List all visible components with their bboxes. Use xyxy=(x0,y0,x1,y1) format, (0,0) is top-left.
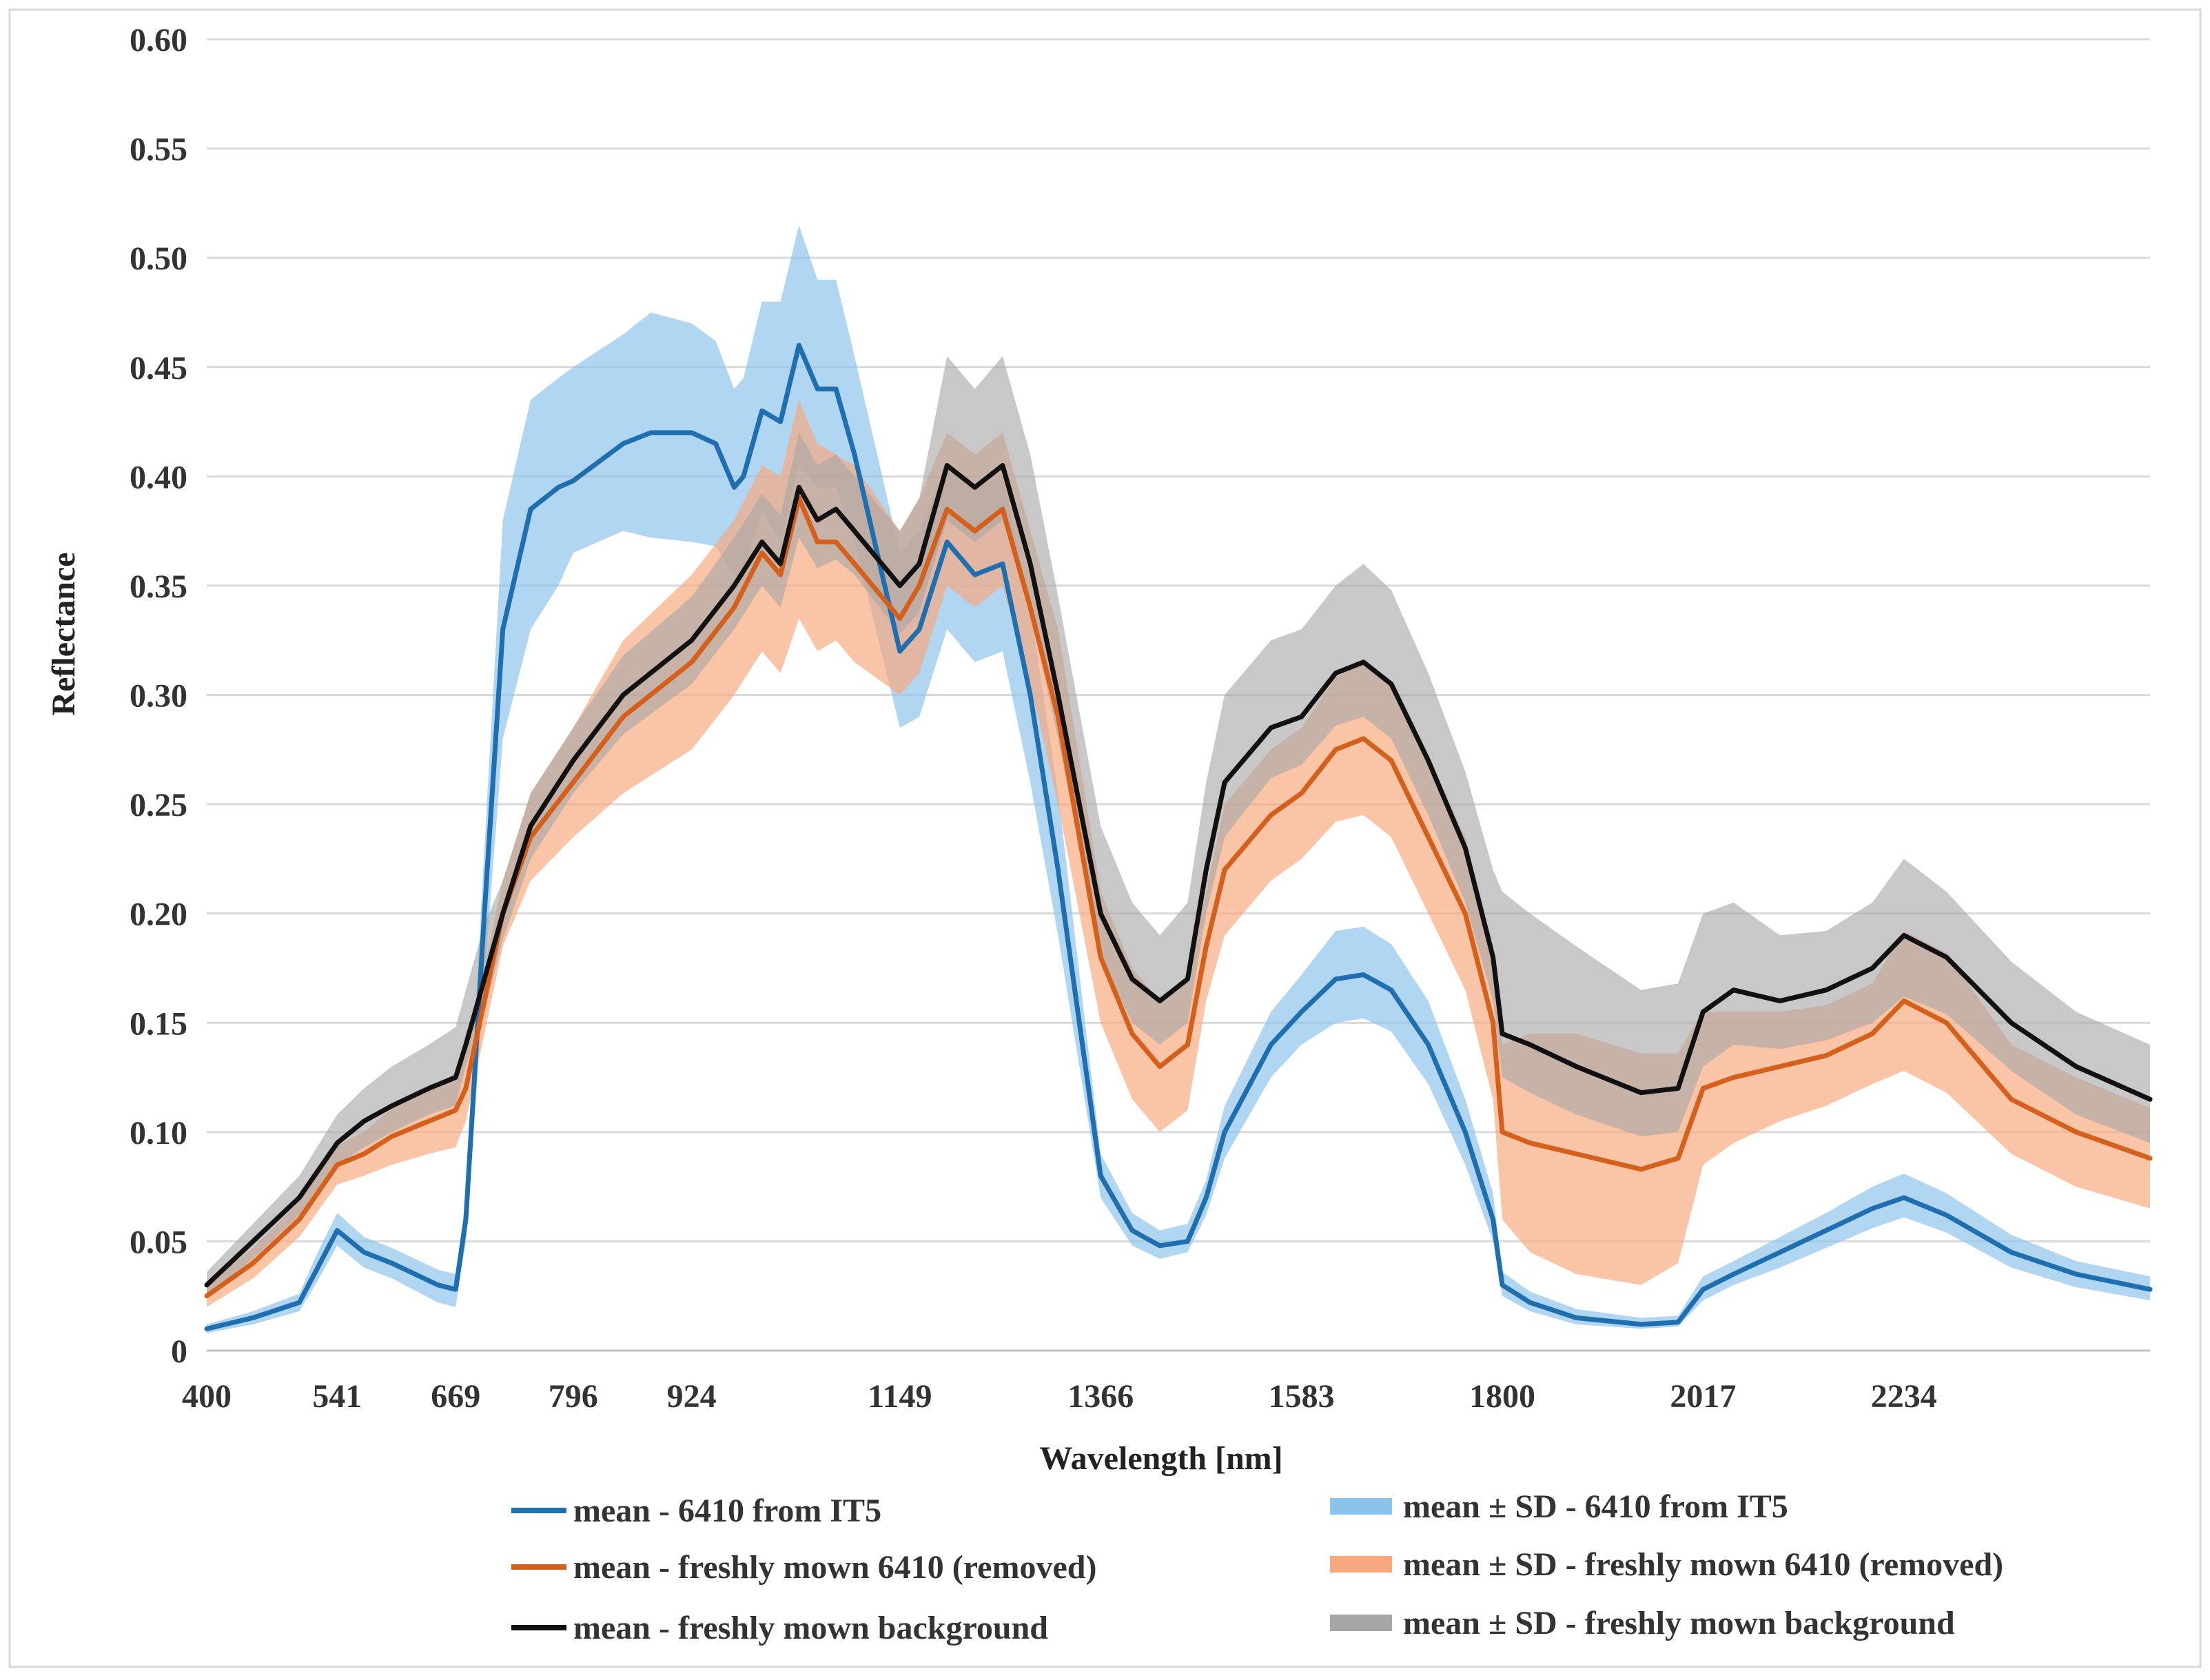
x-tick-label: 541 xyxy=(312,1378,362,1415)
y-axis-label: Reflectance xyxy=(45,552,82,715)
legend-label-line-0: mean - 6410 from IT5 xyxy=(573,1493,881,1529)
legend: mean - 6410 from IT5 mean ± SD - 6410 fr… xyxy=(511,1488,2003,1646)
x-tick-label: 1800 xyxy=(1469,1378,1535,1415)
legend-label-band-2: mean ± SD - freshly mown background xyxy=(1403,1605,1955,1641)
legend-label-line-2: mean - freshly mown background xyxy=(573,1610,1048,1646)
y-tick-label: 0 xyxy=(171,1333,187,1370)
x-axis-label: Wavelength [nm] xyxy=(1039,1440,1282,1477)
y-tick-label: 0.35 xyxy=(130,568,187,605)
sd-bands xyxy=(207,225,2150,1333)
y-tick-label: 0.05 xyxy=(130,1224,187,1260)
x-tick-label: 796 xyxy=(549,1378,598,1415)
x-tick-label: 1149 xyxy=(868,1378,932,1415)
x-tick-label: 400 xyxy=(182,1378,232,1415)
y-tick-label: 0.45 xyxy=(130,350,187,387)
x-axis-ticks: 400 541 669 796 924 1149 1366 1583 1800 2017 2234 xyxy=(182,1378,1937,1415)
y-tick-label: 0.20 xyxy=(130,897,187,933)
mean-lines xyxy=(204,342,2153,1331)
x-tick-label: 669 xyxy=(431,1378,480,1415)
y-tick-label: 0.25 xyxy=(130,787,187,823)
chart-border xyxy=(8,8,2202,1668)
legend-label-band-0: mean ± SD - 6410 from IT5 xyxy=(1403,1488,1788,1525)
y-tick-label: 0.15 xyxy=(130,1005,187,1042)
mean-line-0 xyxy=(204,342,2153,1331)
x-tick-label: 924 xyxy=(667,1378,717,1415)
y-tick-label: 0.30 xyxy=(130,678,187,715)
mean-line-2 xyxy=(204,463,2153,1288)
x-tick-label: 2017 xyxy=(1670,1378,1736,1415)
sd-band-0 xyxy=(207,225,2150,1333)
legend-label-band-1: mean ± SD - freshly mown 6410 (removed) xyxy=(1403,1546,2003,1583)
y-tick-label: 0.60 xyxy=(130,22,187,59)
sd-band-2 xyxy=(207,356,2150,1296)
mean-line-1 xyxy=(204,495,2153,1299)
x-tick-label: 2234 xyxy=(1871,1378,1937,1415)
y-tick-label: 0.50 xyxy=(130,240,187,277)
y-tick-label: 0.55 xyxy=(130,132,187,168)
x-tick-label: 1583 xyxy=(1269,1378,1335,1415)
x-tick-label: 1366 xyxy=(1067,1378,1134,1415)
y-axis-ticks: 0 0.05 0.10 0.15 0.20 0.25 0.30 0.35 0.40 0.45 0.5… xyxy=(130,22,187,1370)
y-tick-label: 0.40 xyxy=(130,459,187,495)
y-tick-label: 0.10 xyxy=(130,1115,187,1151)
legend-label-line-1: mean - freshly mown 6410 (removed) xyxy=(573,1549,1096,1586)
